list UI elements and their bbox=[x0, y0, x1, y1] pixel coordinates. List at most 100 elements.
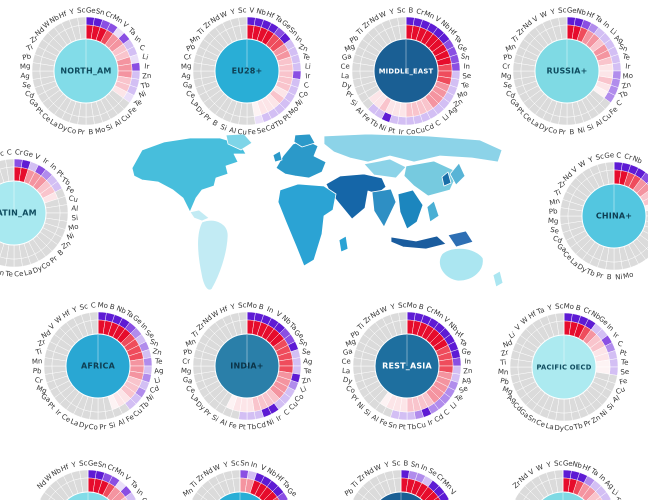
element-label: Ag bbox=[154, 367, 164, 376]
element-label: La bbox=[342, 367, 351, 376]
element-label: Mg bbox=[548, 217, 559, 226]
element-label: Y bbox=[229, 303, 237, 312]
inner-ring-segment bbox=[363, 491, 378, 500]
element-label: Si bbox=[219, 123, 228, 133]
element-label: La bbox=[189, 393, 200, 404]
element-label: Sc bbox=[555, 302, 564, 311]
element-label: Zr bbox=[202, 19, 213, 30]
element-label: Al bbox=[113, 118, 123, 128]
outer-ring-segment bbox=[406, 411, 416, 421]
element-label: Ag bbox=[506, 393, 518, 405]
element-label: Pr bbox=[583, 419, 593, 429]
outer-ring-segment bbox=[13, 258, 23, 268]
element-label: V bbox=[531, 15, 539, 24]
region-chart-eu28: EU28+V NbHfTaGeSnInZnTeLiIrCCoNiMoPtTbCdS… bbox=[181, 6, 311, 137]
element-label: C bbox=[140, 496, 148, 500]
element-label: Se bbox=[458, 384, 469, 395]
element-label: C bbox=[303, 81, 310, 90]
map-region-europe bbox=[275, 139, 327, 179]
element-label: Ni bbox=[266, 418, 276, 428]
outer-ring-segment bbox=[59, 204, 69, 214]
element-label: Sc bbox=[238, 6, 247, 15]
element-label: Ce bbox=[185, 89, 197, 100]
element-label: Se bbox=[462, 72, 471, 81]
element-label: Zr bbox=[37, 338, 47, 348]
element-label: Cu bbox=[416, 421, 427, 431]
element-label: La bbox=[545, 422, 555, 432]
region-center-circle bbox=[66, 491, 110, 500]
element-label: V bbox=[527, 468, 535, 477]
element-label: Se bbox=[21, 81, 31, 91]
region-chart-china: CHINA+C CrNbMoNiBPrTbDyLaCeGaCdSeMgPbMnTi… bbox=[548, 151, 648, 281]
outer-ring-segment bbox=[131, 62, 141, 72]
element-label: Mo bbox=[94, 126, 106, 136]
element-label: Ir bbox=[144, 62, 150, 70]
map-region-korea bbox=[441, 171, 452, 187]
outer-ring-segment bbox=[231, 469, 241, 479]
element-label: Ti bbox=[349, 480, 360, 491]
element-label: Pb bbox=[22, 52, 33, 62]
element-label: V bbox=[570, 165, 579, 174]
element-label: Cr bbox=[183, 52, 193, 62]
element-label: Pt bbox=[55, 168, 66, 179]
element-label: Ta bbox=[273, 13, 284, 24]
region-chart-north-am: NORTH_AMGeSnCrMnVTaInCLiIrZnTbNiTeFeCuAl… bbox=[20, 6, 152, 136]
element-label: Zn bbox=[297, 43, 309, 54]
element-label: B bbox=[575, 304, 582, 313]
map-region-russia bbox=[323, 134, 503, 163]
outer-ring-segment bbox=[405, 116, 415, 126]
element-label: Tb bbox=[406, 423, 417, 432]
element-label: W bbox=[212, 463, 222, 473]
element-label: Co bbox=[298, 89, 310, 100]
outer-ring-segment bbox=[563, 412, 573, 422]
element-label: La bbox=[189, 98, 200, 109]
element-label: V bbox=[123, 473, 132, 482]
element-label: Sn bbox=[0, 268, 5, 278]
element-label: Si bbox=[108, 421, 116, 430]
element-label: In bbox=[597, 473, 607, 483]
element-label: Co bbox=[293, 392, 305, 404]
element-label: La bbox=[341, 72, 350, 81]
element-label: Fe bbox=[378, 418, 388, 428]
element-label: W bbox=[577, 159, 587, 169]
element-label: Y bbox=[229, 8, 237, 17]
element-label: Ga bbox=[40, 392, 52, 404]
element-label: Te bbox=[132, 98, 143, 109]
element-label: V bbox=[513, 323, 522, 332]
element-label: Pt bbox=[34, 106, 45, 117]
element-label: Y bbox=[388, 8, 396, 17]
region-chart-latin-am: LATIN_AMCrGeVIrInPtTbFeCuAlSiMoNiZnBPrCo… bbox=[0, 148, 79, 279]
element-label: Cu bbox=[68, 194, 79, 204]
inner-ring-segment bbox=[433, 496, 441, 500]
element-label: In bbox=[605, 323, 615, 333]
element-label: La bbox=[23, 268, 33, 278]
element-label: Sn bbox=[618, 43, 629, 54]
element-label: C bbox=[434, 119, 442, 128]
outer-ring-segment bbox=[79, 469, 89, 479]
element-label: Y bbox=[222, 461, 230, 470]
element-label: Te bbox=[621, 52, 631, 62]
region-chart-bottom-4: GeNbHfTaInAgLiTeZrNdVWYSc bbox=[511, 459, 624, 500]
outer-ring-segment bbox=[352, 365, 362, 375]
element-label: Sc bbox=[238, 301, 247, 310]
element-label: Ir bbox=[41, 157, 49, 166]
element-label: Ti bbox=[188, 480, 199, 491]
element-label: Fe bbox=[248, 128, 257, 137]
element-label: Mg bbox=[501, 72, 512, 81]
element-label: B bbox=[211, 119, 219, 128]
element-label: Ni bbox=[599, 408, 610, 419]
inner-ring-segment bbox=[525, 491, 540, 500]
element-label: Nd bbox=[363, 466, 375, 478]
element-label: Cu bbox=[237, 128, 247, 137]
element-label: Fe bbox=[228, 421, 238, 431]
region-center-circle bbox=[53, 38, 119, 104]
element-label: Si bbox=[606, 402, 616, 412]
element-label: Ag bbox=[303, 357, 313, 366]
region-center-circle bbox=[374, 333, 440, 399]
element-label: B bbox=[408, 6, 414, 14]
element-label: Nd bbox=[40, 329, 52, 341]
element-label: Dy bbox=[554, 424, 564, 433]
element-label: Sn bbox=[526, 414, 538, 425]
element-label: Ir bbox=[275, 414, 283, 423]
